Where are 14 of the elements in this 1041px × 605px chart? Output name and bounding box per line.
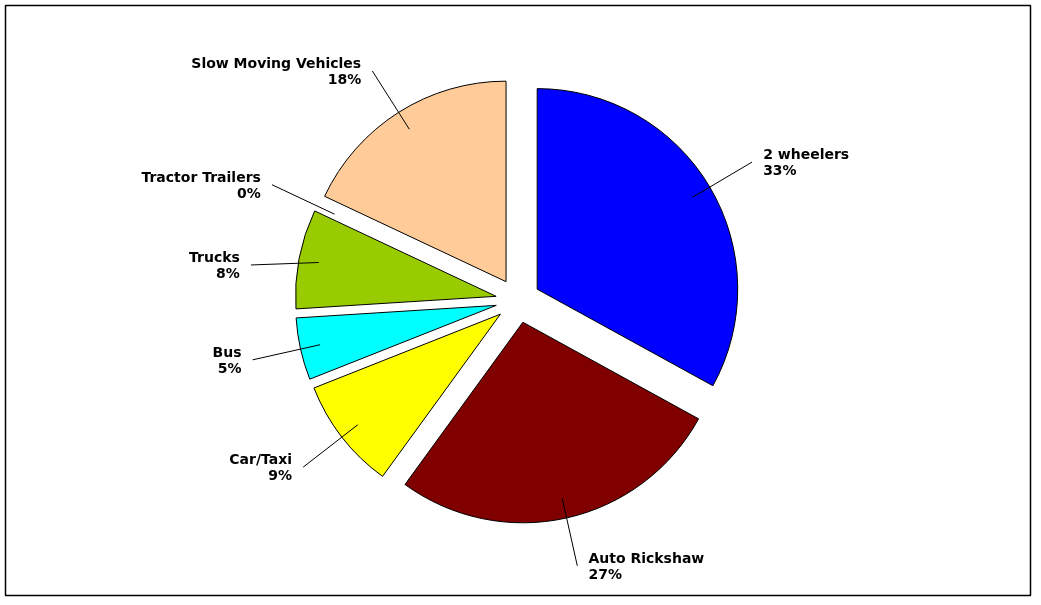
slice-label: Slow Moving Vehicles [191,54,362,71]
slice-label: Car/Taxi [229,451,293,468]
data-label: 33% [763,162,797,179]
text: 0% [237,184,261,201]
data-label: 27% [588,565,622,582]
category-label: Tractor Trailers [141,168,261,185]
slice-label: Auto Rickshaw [588,549,705,566]
data-label: 5% [217,359,242,376]
slice-label: 2 wheelers [763,146,850,163]
slice-label: Bus [212,343,242,360]
slice-label: Trucks [189,248,240,265]
data-label: 9% [268,467,293,484]
data-label: 18% [327,70,362,87]
data-label: 8% [216,264,240,281]
